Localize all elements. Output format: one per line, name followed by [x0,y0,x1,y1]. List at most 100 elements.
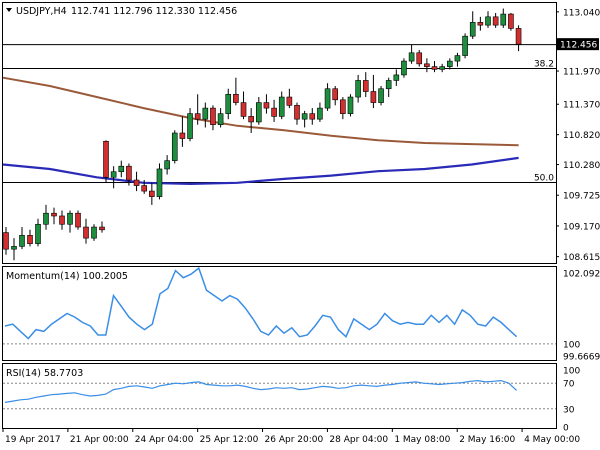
candle-body-down [149,190,155,197]
candle-body-down [3,232,9,250]
rsi-label: RSI(14) 58.7703 [6,368,83,379]
time-tick-label: 28 Apr 04:00 [329,435,388,445]
last-price-box [557,38,599,51]
candle-body-up [164,160,170,170]
candle-body-up [171,132,178,161]
rsi-tick-label: 100 [563,367,580,377]
fib-level-label: 50.0 [534,174,554,184]
candle-body-down [99,226,105,231]
momentum-line [4,266,518,340]
candle-body-down [248,116,254,123]
price-tick-label: 109.725 [563,192,600,202]
candle-body-up [11,246,17,250]
candle-body-down [508,13,514,29]
time-tick-label: 25 Apr 12:00 [200,435,259,445]
candle-body-up [469,22,476,37]
momentum-tick-label: 100 [563,340,580,350]
rsi-tick-label: 0 [563,424,569,434]
candle-body-up [439,66,445,70]
candle-body-up [393,74,400,81]
candle-body-down [133,179,140,186]
candle-body-down [477,22,484,26]
momentum-tick-label: 99.6669 [563,352,600,362]
candle-body-down [51,212,57,217]
candle-body-up [446,60,453,67]
candle-body-down [332,88,339,101]
momentum-panel-frame [2,266,557,361]
candle-body-down [271,107,277,117]
candle-body-up [217,113,224,126]
candle-body-up [67,212,73,225]
price-tick-label: 108.615 [563,253,600,263]
candle-body-down [286,96,293,106]
candle-body-up [385,80,392,90]
time-tick-label: 2 May 16:00 [459,435,515,445]
momentum-tick-label: 102.0922 [563,270,600,280]
candle-body-up [156,168,163,197]
rsi-panel-frame [2,363,557,429]
price-tick-label: 110.820 [563,131,600,141]
candle-body-up [401,60,407,76]
candle-body-down [179,132,186,139]
momentum-label: Momentum(14) 100.2005 [6,271,128,282]
dropdown-triangle-icon[interactable] [6,8,12,12]
candle-body-up [91,226,97,239]
price-tick-label: 111.370 [563,101,600,111]
candle-body-up [187,113,193,139]
candle-body-down [103,140,109,178]
price-tick-label: 110.280 [563,161,600,171]
slow-moving-average-line [2,76,519,147]
candle-body-down [370,91,377,103]
price-tick-label: 113.040 [563,8,600,18]
last-price-label: 112.456 [560,41,597,51]
price-tick-label: 109.170 [563,222,600,232]
candle-body-down [233,93,239,103]
time-tick-label: 26 Apr 20:00 [265,435,324,445]
candle-body-up [355,80,361,98]
candle-body-up [347,96,354,114]
candle-body-down [240,102,247,117]
candle-body-down [416,52,423,65]
candle-body-down [210,107,216,126]
candle-body-down [27,235,33,244]
time-tick-label: 21 Apr 00:00 [70,435,129,445]
candle-body-up [278,96,285,117]
time-tick-label: 1 May 08:00 [394,435,450,445]
candle-body-up [35,223,41,244]
candle-body-up [225,93,232,114]
fib-level-label: 38.2 [534,60,554,70]
candle-body-up [43,212,49,225]
rsi-tick-label: 30 [563,405,575,415]
candle-body-up [202,107,209,120]
candle-body-up [110,171,117,178]
candle-body-down [59,215,65,225]
candle-body-up [118,165,125,173]
candle-body-down [126,165,132,181]
rsi-line [4,379,518,403]
symbol-label: USDJPY,H4 [16,6,67,17]
time-tick-label: 24 Apr 04:00 [135,435,194,445]
candle-body-down [492,16,499,26]
candle-body-down [141,185,147,192]
candle-body-up [255,102,262,123]
candle-body-up [317,107,323,120]
candle-body-up [19,235,25,247]
candle-body-up [301,113,308,120]
fast-moving-average-line [2,156,519,186]
candle-body-down [424,63,430,67]
candle-body-down [263,102,270,109]
candle-body-up [378,88,384,103]
candle-body-up [462,35,468,56]
candle-body-down [75,212,81,228]
candle-body-down [431,66,438,70]
candle-body-up [324,88,331,109]
candle-body-down [294,105,300,120]
candle-body-up [485,16,491,26]
candle-body-down [309,113,316,120]
price-panel-frame [2,2,557,264]
candle-body-up [454,55,461,62]
price-tick-label: 111.970 [563,68,600,78]
candle-body-down [194,113,201,120]
candle-body-down [83,226,89,239]
